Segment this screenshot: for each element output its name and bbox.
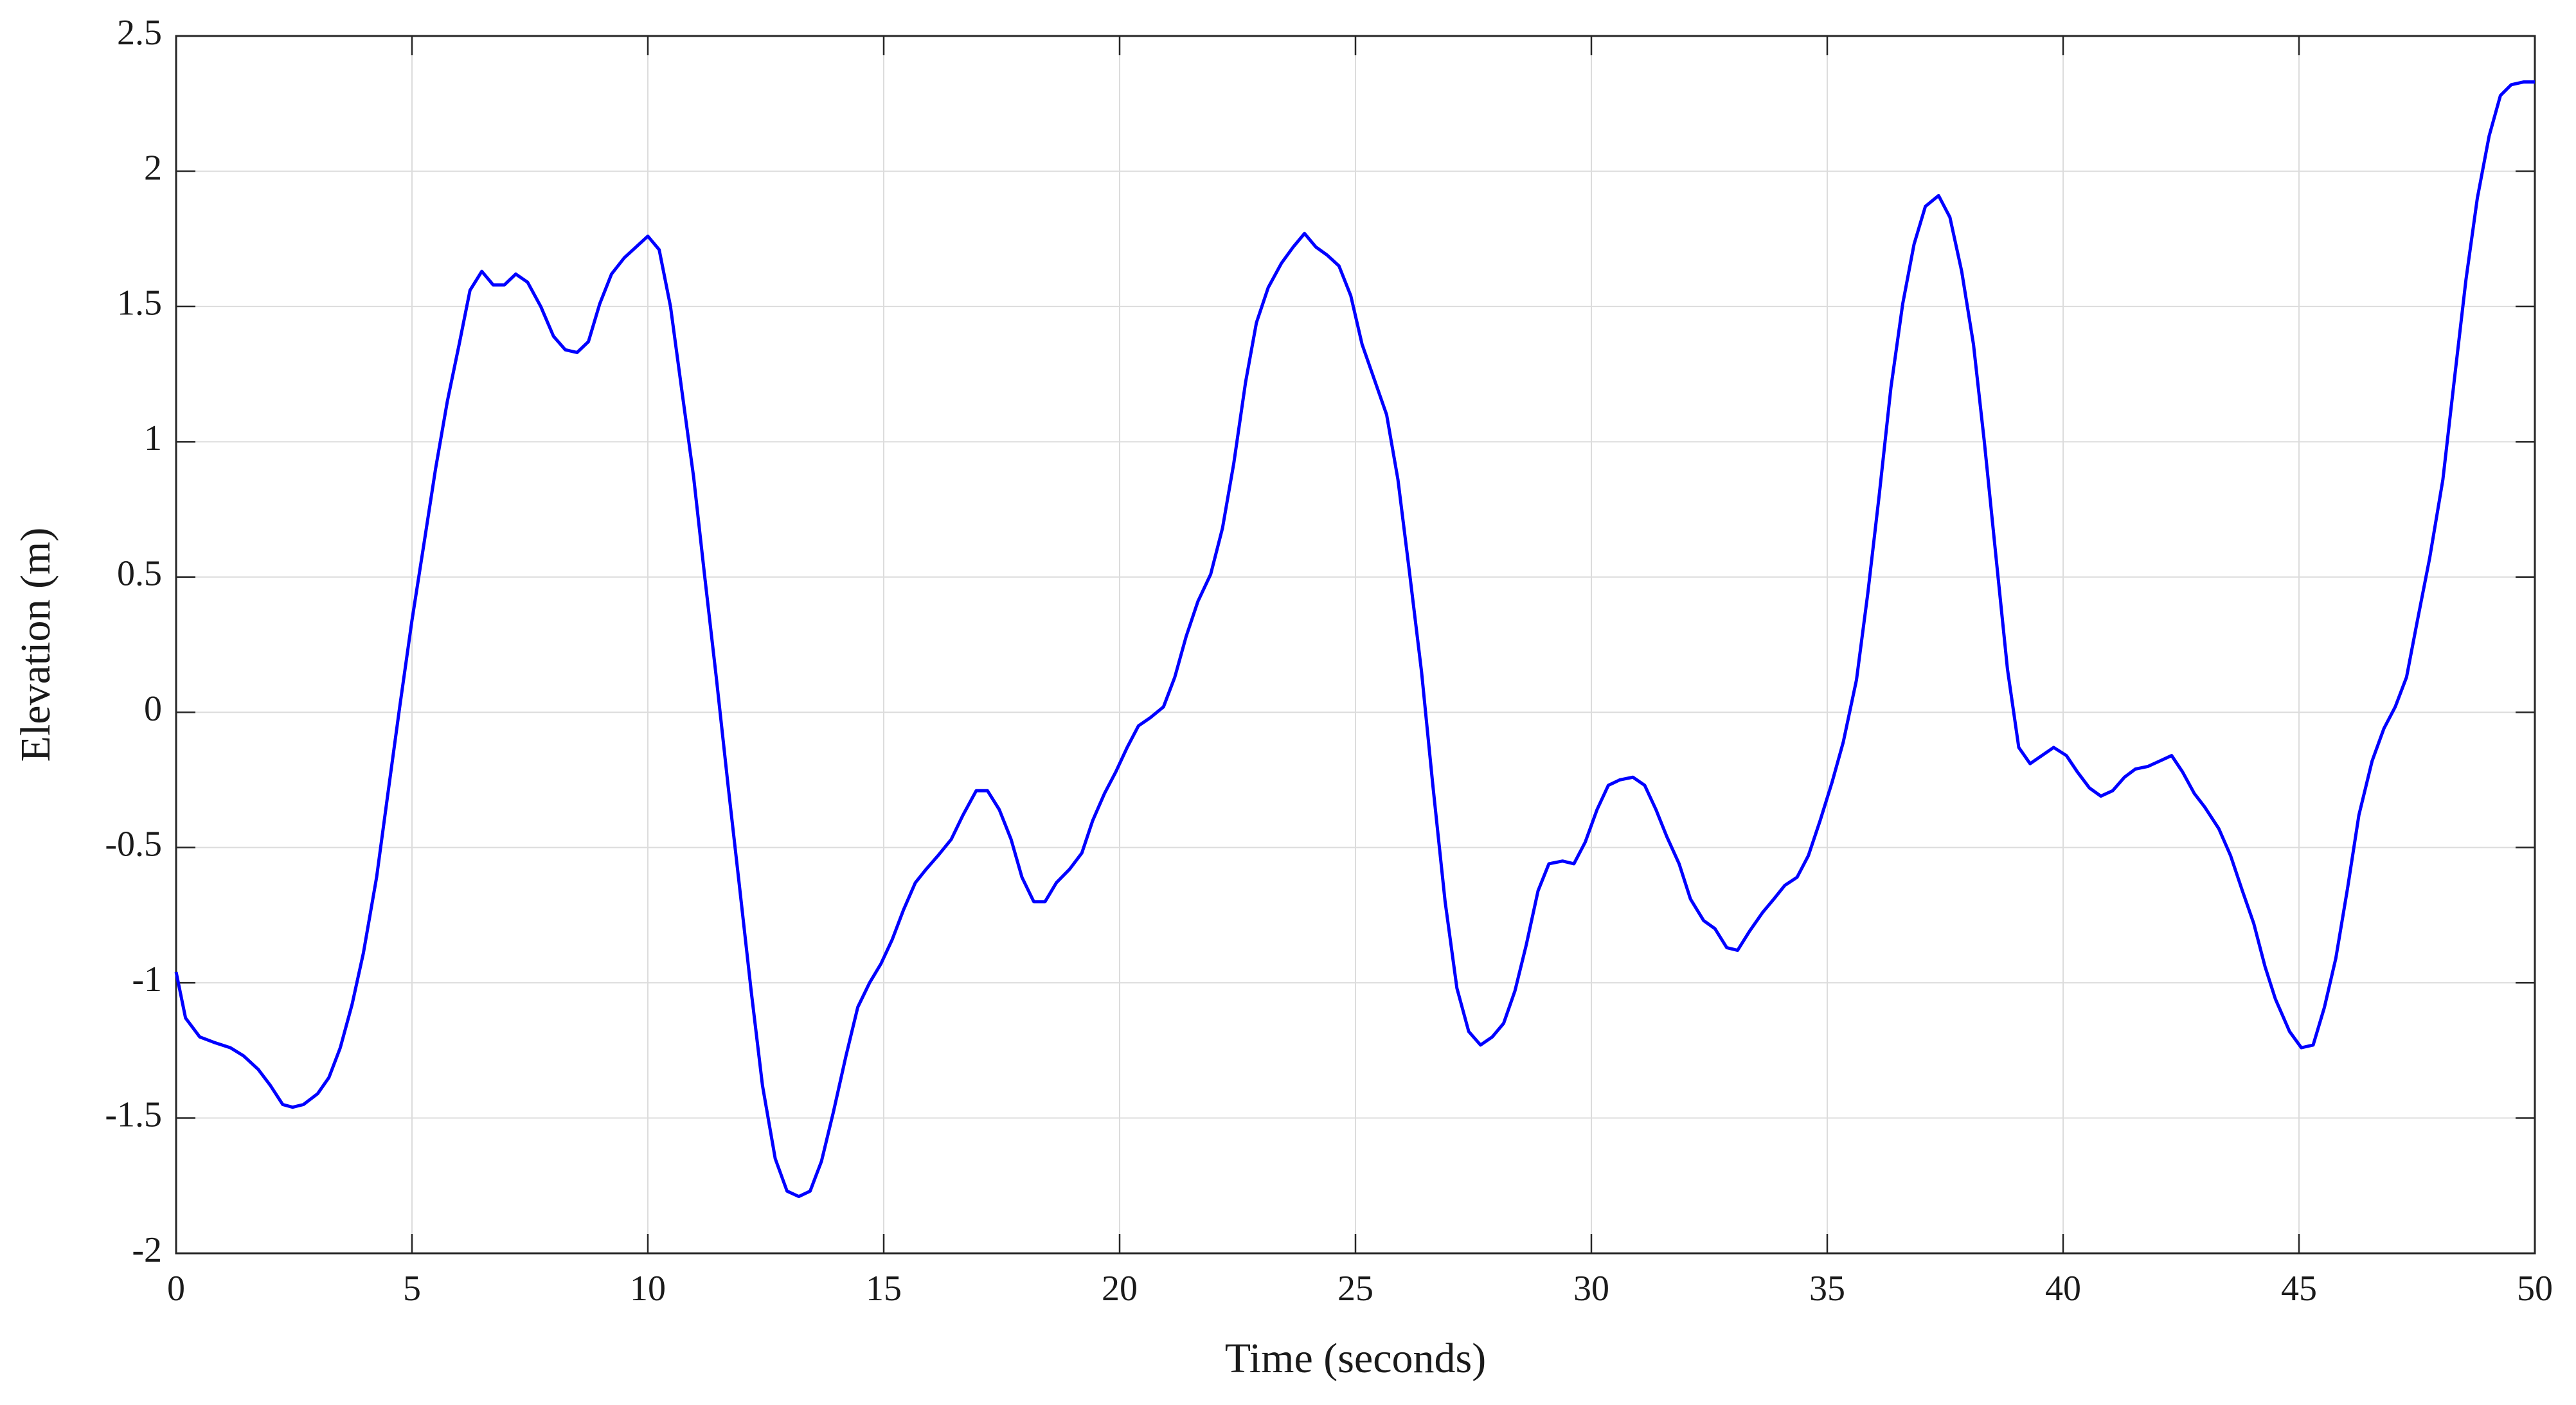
data-line bbox=[174, 80, 2535, 1199]
y-tick-label: 0 bbox=[144, 689, 162, 729]
plot-frame bbox=[175, 35, 2536, 1255]
y-tick-label: 0.5 bbox=[117, 554, 162, 594]
x-tick-label: 35 bbox=[1809, 1269, 1845, 1309]
y-tick-label: 1 bbox=[144, 418, 162, 458]
y-tick-label: 1.5 bbox=[117, 283, 162, 323]
x-tick-label: 40 bbox=[2045, 1269, 2081, 1309]
y-tick-label: -2 bbox=[132, 1230, 162, 1270]
y-tick-label: 2.5 bbox=[117, 13, 162, 53]
x-tick-label: 45 bbox=[2281, 1269, 2317, 1309]
y-tick-label: -1 bbox=[132, 960, 162, 999]
y-tick-label: -1.5 bbox=[105, 1095, 162, 1134]
x-tick-label: 10 bbox=[630, 1269, 666, 1309]
x-tick-label: 0 bbox=[167, 1269, 185, 1309]
y-axis-label: Elevation (m) bbox=[12, 528, 59, 762]
x-axis-label: Time (seconds) bbox=[1225, 1335, 1486, 1382]
y-tick-label: -0.5 bbox=[105, 825, 162, 864]
x-tick-label: 20 bbox=[1102, 1269, 1138, 1309]
y-tick-label: 2 bbox=[144, 148, 162, 188]
x-tick-label: 30 bbox=[1573, 1269, 1609, 1309]
x-tick-label: 15 bbox=[866, 1269, 902, 1309]
x-tick-label: 25 bbox=[1337, 1269, 1373, 1309]
x-tick-label: 50 bbox=[2517, 1269, 2553, 1309]
x-tick-label: 5 bbox=[403, 1269, 421, 1309]
